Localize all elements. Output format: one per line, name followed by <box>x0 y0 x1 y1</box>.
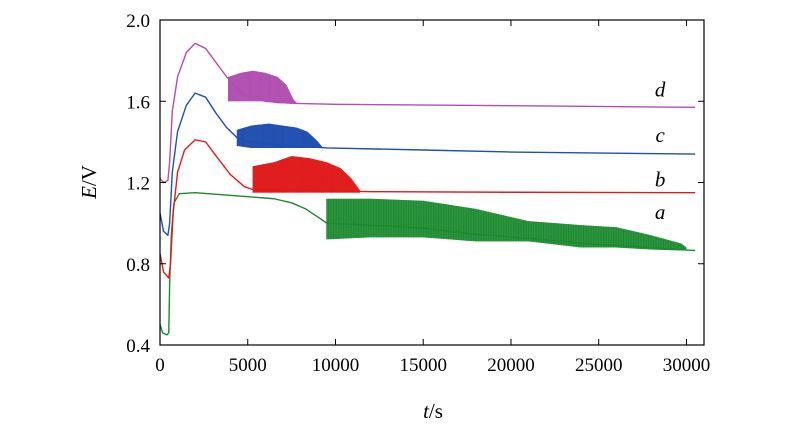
y-tick-label: 1.6 <box>126 92 150 113</box>
curve-label-b: b <box>655 168 666 192</box>
series-b <box>159 139 696 279</box>
y-tick-label: 0.4 <box>126 336 150 357</box>
x-tick-label: 0 <box>155 355 165 376</box>
plot-area <box>159 42 696 336</box>
x-tick-label: 10000 <box>312 355 360 376</box>
y-axis-title-symbol: E <box>77 186 101 200</box>
y-axis-title: E/V <box>77 165 101 200</box>
x-axis: 0 5000 10000 15000 20000 25000 30000 <box>155 20 710 376</box>
curve-label-d: d <box>655 77 666 101</box>
x-axis-title-unit: /s <box>429 399 443 423</box>
plot-frame <box>159 19 705 346</box>
series-d-line <box>159 42 696 184</box>
x-axis-title: t/s <box>423 399 443 423</box>
curve-label-c: c <box>655 123 665 147</box>
curve-label-a: a <box>655 200 666 224</box>
y-axis-title-unit: /V <box>77 165 101 186</box>
x-axis-title-symbol: t <box>423 399 430 423</box>
series-c-line <box>159 92 696 237</box>
series-d <box>159 42 696 184</box>
x-tick-label: 25000 <box>575 355 623 376</box>
x-tick-label: 30000 <box>663 355 711 376</box>
y-axis: 0.4 0.8 1.2 1.6 2.0 <box>126 11 704 357</box>
x-tick-label: 20000 <box>487 355 535 376</box>
y-tick-label: 1.2 <box>126 174 150 195</box>
x-tick-label: 15000 <box>399 355 447 376</box>
series-b-oscillation-spikes <box>252 156 360 193</box>
series-b-line <box>159 139 696 279</box>
series-a <box>159 191 696 336</box>
y-tick-label: 2.0 <box>126 11 150 32</box>
x-tick-label: 5000 <box>229 355 267 376</box>
series-a-line <box>159 191 696 336</box>
y-tick-label: 0.8 <box>126 255 150 276</box>
series-a-oscillation-spikes <box>326 198 686 251</box>
series-c <box>159 92 696 237</box>
